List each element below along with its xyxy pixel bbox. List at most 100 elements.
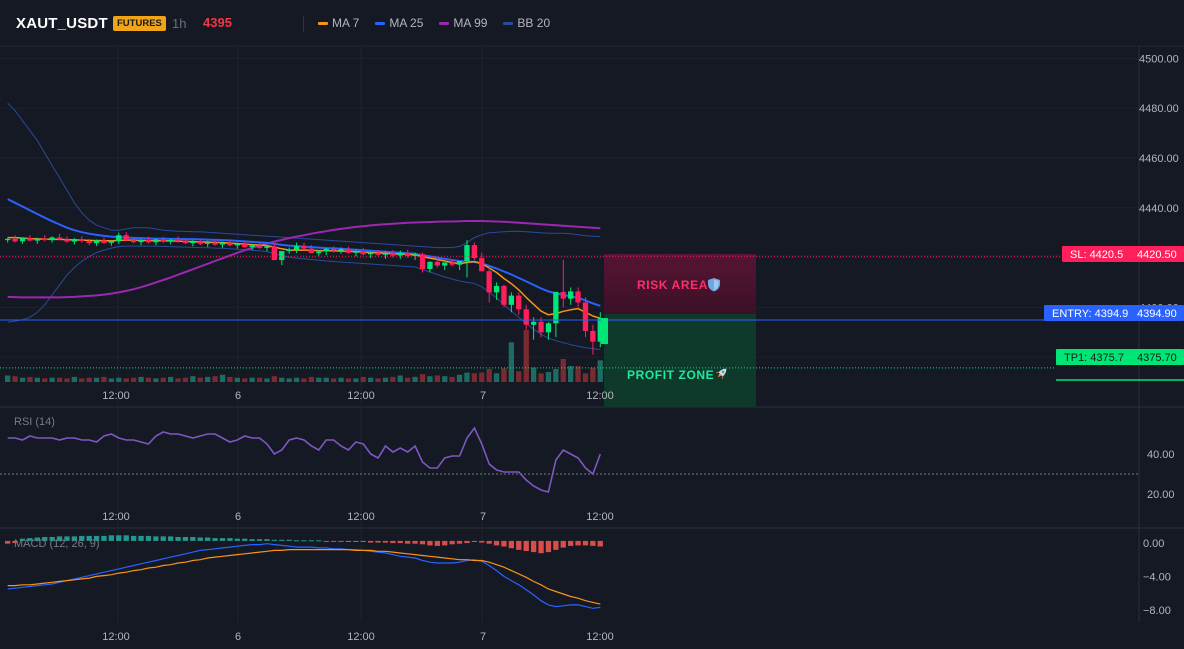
candle	[375, 250, 381, 257]
candle	[286, 247, 292, 254]
bb-upper-line	[7, 102, 601, 249]
macd-histogram-bar	[405, 540, 411, 544]
volume-bar	[442, 376, 448, 382]
candle	[182, 238, 189, 245]
legend-bb20[interactable]: BB 20	[503, 16, 550, 30]
indicator-legend: MA 7 MA 25 MA 99 BB 20	[318, 16, 550, 30]
candle	[293, 242, 300, 254]
macd-histogram-bar	[501, 540, 507, 547]
macd-histogram-bar	[568, 540, 574, 546]
timeframe-selector[interactable]: 1h	[172, 16, 187, 31]
time-tick-label: 7	[480, 390, 486, 402]
candle	[64, 236, 70, 243]
candle	[256, 242, 263, 249]
candle	[449, 260, 455, 267]
legend-ma99[interactable]: MA 99	[439, 16, 487, 30]
macd-histogram-bar	[197, 537, 203, 541]
macd-histogram-bar	[138, 535, 144, 541]
candle	[205, 240, 211, 248]
candle	[145, 236, 152, 244]
volume-bar	[390, 376, 396, 382]
macd-histogram-bar	[412, 540, 418, 544]
candle	[271, 243, 277, 261]
macd-histogram-bar	[338, 540, 344, 542]
candle	[353, 249, 359, 257]
volume-bar	[190, 376, 196, 382]
price-tick-label: 4500.00	[1139, 53, 1179, 65]
volume-bar	[234, 377, 240, 382]
sl-tag	[1062, 246, 1184, 262]
volume-bar	[360, 376, 366, 382]
macd-histogram-bar	[205, 537, 211, 541]
macd-histogram-bar	[434, 540, 440, 546]
candle	[345, 246, 352, 254]
macd-histogram-bar	[19, 538, 26, 541]
macd-histogram-bar	[331, 540, 337, 542]
volume-bar	[5, 375, 11, 382]
macd-histogram-bar	[242, 538, 248, 541]
macd-histogram-bar	[397, 540, 403, 544]
volume-bar	[131, 377, 137, 382]
macd-tick-label: −8.00	[1143, 605, 1171, 617]
trade-levels	[0, 255, 1184, 381]
macd-histogram-bar	[316, 540, 322, 542]
volume-bar	[286, 378, 292, 382]
candle	[323, 247, 329, 256]
entry-tag-label: ENTRY: 4394.9	[1052, 308, 1128, 320]
macd-histogram-bar	[308, 540, 314, 542]
macd-histogram-bar	[256, 539, 263, 541]
volume-bar	[353, 378, 359, 382]
volume-bar	[368, 377, 374, 382]
candle	[86, 238, 92, 246]
macd-histogram-bar	[34, 537, 40, 541]
macd-histogram-bar	[249, 539, 255, 541]
last-price: 4395	[203, 15, 232, 30]
macd-histogram-bar	[353, 540, 359, 542]
volume-bar	[419, 374, 426, 382]
candle	[331, 246, 337, 253]
candle	[442, 262, 448, 270]
candle	[560, 260, 566, 308]
time-tick-label: 12:00	[102, 390, 130, 402]
macd-histogram-bar	[553, 540, 559, 550]
macd-histogram-bar	[123, 535, 129, 541]
tp1-tag-label: TP1: 4375.7	[1064, 352, 1124, 364]
symbol-name[interactable]: XAUT_USDT	[16, 15, 108, 32]
trade-zones: RISK AREA PROFIT ZONE	[604, 254, 756, 407]
macd-histogram-bar	[286, 539, 292, 541]
macd-title: MACD (12, 26, 9)	[14, 538, 100, 550]
candle	[516, 292, 522, 315]
candle	[397, 250, 403, 259]
volume-bar	[227, 376, 233, 382]
tp1-tag	[1056, 349, 1184, 365]
volume-bar	[553, 369, 559, 382]
candle	[508, 292, 514, 313]
volume-bar	[516, 371, 522, 382]
macd-histogram-bar	[71, 536, 77, 541]
macd-histogram-bar	[293, 540, 300, 542]
macd-histogram-bar	[42, 537, 48, 541]
candle	[308, 245, 314, 254]
candle	[93, 239, 100, 247]
macd-histogram-bar	[49, 537, 55, 541]
macd-histogram-bar	[219, 538, 226, 541]
legend-ma7[interactable]: MA 7	[318, 16, 359, 30]
macd-histogram-bar	[382, 540, 389, 543]
candle	[501, 284, 507, 308]
legend-ma25[interactable]: MA 25	[375, 16, 423, 30]
macd-histogram-bar	[131, 535, 137, 541]
volume-bar	[138, 376, 144, 382]
macd-histogram-bar	[27, 538, 33, 541]
macd-histogram-bar	[456, 540, 463, 544]
volume-bar	[175, 378, 181, 382]
volume-bar	[153, 378, 159, 382]
candle	[34, 237, 40, 244]
volume-bar	[493, 373, 500, 382]
candlestick-series	[5, 232, 603, 355]
rsi-tick-label: 40.00	[1147, 449, 1175, 461]
legend-label-ma7: MA 7	[332, 16, 360, 30]
candle	[553, 291, 559, 338]
macd-histogram-bar	[145, 535, 152, 541]
volume-bar	[449, 376, 455, 382]
